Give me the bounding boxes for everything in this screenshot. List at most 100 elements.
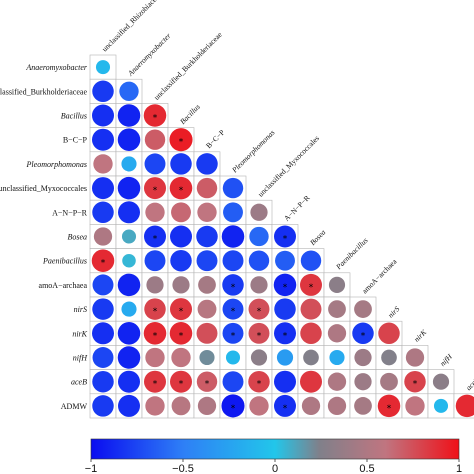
significance-star: *	[179, 307, 184, 317]
correlation-circle	[196, 250, 218, 272]
row-label: Pleomorphomonas	[26, 160, 87, 169]
significance-star: *	[257, 380, 262, 390]
row-label: aceB	[71, 378, 87, 387]
colorbar-tick-label: 0	[272, 463, 278, 474]
row-labels: Anaeromyxobacter unclassified_Burkholderi…	[0, 63, 88, 411]
correlation-circle	[144, 153, 166, 175]
row-label: A−N−P−R	[52, 208, 88, 217]
correlation-circle	[301, 396, 321, 416]
correlation-circle	[404, 370, 426, 393]
correlation-circle	[93, 154, 113, 174]
correlation-circle	[170, 298, 192, 321]
correlation-circle	[118, 370, 140, 393]
correlation-circle	[378, 322, 400, 345]
significance-star: *	[179, 186, 184, 196]
significance-star: *	[283, 235, 288, 245]
correlation-circle	[117, 104, 141, 127]
correlation-circle	[327, 396, 347, 416]
row-label: unclassified_Burkholderiaceae	[0, 87, 87, 96]
correlation-circle	[274, 394, 296, 417]
correlation-circle	[117, 346, 141, 369]
correlation-circle	[91, 249, 115, 272]
correlation-circle	[222, 371, 244, 393]
correlation-circle	[146, 276, 164, 294]
correlation-circle	[197, 396, 217, 416]
correlation-circle	[170, 249, 192, 272]
correlation-circle	[93, 227, 113, 246]
significance-star: *	[205, 380, 210, 390]
significance-star: *	[231, 404, 236, 414]
significance-star: *	[101, 259, 106, 269]
correlation-circle	[117, 322, 141, 345]
correlation-circle	[169, 176, 193, 200]
significance-star: *	[387, 404, 392, 414]
significance-star: *	[153, 331, 158, 341]
column-label: Anaeromyxobacter	[125, 31, 172, 78]
column-label: nirK	[412, 327, 429, 344]
correlation-circle	[248, 250, 270, 271]
significance-star: *	[413, 380, 418, 390]
correlation-circle	[170, 225, 192, 248]
colorbar: −1 −0.5 0 0.5 1	[85, 438, 462, 474]
column-label: nirS	[386, 304, 401, 319]
correlation-circle	[172, 276, 190, 294]
significance-star: *	[309, 283, 314, 293]
correlation-circle	[300, 273, 322, 296]
correlation-circle	[144, 250, 166, 272]
correlation-circle	[169, 128, 193, 152]
correlation-circle	[250, 349, 268, 366]
correlation-circle	[118, 394, 140, 417]
significance-star: *	[153, 186, 158, 196]
correlation-circle	[377, 394, 401, 418]
correlation-circle	[145, 202, 165, 222]
correlation-circle	[92, 347, 114, 368]
column-label: nifH	[438, 352, 454, 368]
correlation-circle	[328, 276, 346, 293]
correlation-circle	[328, 300, 346, 318]
correlation-circle	[274, 322, 296, 345]
significance-star: *	[179, 380, 184, 390]
row-label: amoA−archaea	[39, 281, 88, 290]
correlation-circle	[92, 104, 114, 127]
colorbar-tick-label: 0.5	[359, 463, 374, 474]
correlation-circle	[144, 177, 166, 200]
row-label: Bosea	[67, 233, 87, 242]
correlation-circle	[380, 372, 398, 391]
correlation-circle	[274, 298, 296, 320]
correlation-circle	[197, 202, 217, 222]
correlation-circle	[273, 273, 297, 297]
significance-star: *	[179, 331, 184, 341]
correlation-circle	[144, 370, 166, 393]
correlation-circle	[221, 225, 245, 248]
correlation-circle	[92, 298, 114, 320]
correlation-circle	[121, 156, 137, 172]
column-label: Bosea	[308, 228, 328, 248]
correlation-circle	[327, 324, 347, 343]
correlation-circle	[170, 370, 192, 393]
colorbar-tick-label: 1	[456, 463, 462, 474]
correlation-circle	[197, 299, 217, 319]
correlation-circle	[300, 322, 322, 345]
significance-star: *	[361, 331, 366, 341]
correlation-circle	[354, 373, 372, 391]
row-label: Bacillus	[61, 112, 87, 121]
correlation-circle	[405, 348, 425, 367]
correlation-circle	[222, 250, 244, 272]
correlation-circle	[276, 349, 294, 366]
correlation-circle	[144, 225, 166, 248]
row-label: ADMW	[61, 402, 88, 411]
correlation-circle	[119, 81, 139, 101]
correlation-circle	[95, 60, 111, 75]
correlation-circle	[354, 397, 372, 415]
column-label: Pleomorphomonas	[229, 128, 276, 175]
correlation-circle	[222, 274, 244, 296]
correlation-circle	[143, 322, 167, 345]
correlation-circle	[144, 129, 166, 150]
row-label: nirS	[74, 305, 87, 314]
column-label: Bacillus	[178, 102, 202, 126]
correlation-circle	[432, 373, 450, 390]
correlation-circle	[171, 396, 191, 416]
significance-star: *	[257, 331, 262, 341]
correlation-circle	[196, 322, 218, 344]
row-label: nifH	[73, 354, 88, 363]
